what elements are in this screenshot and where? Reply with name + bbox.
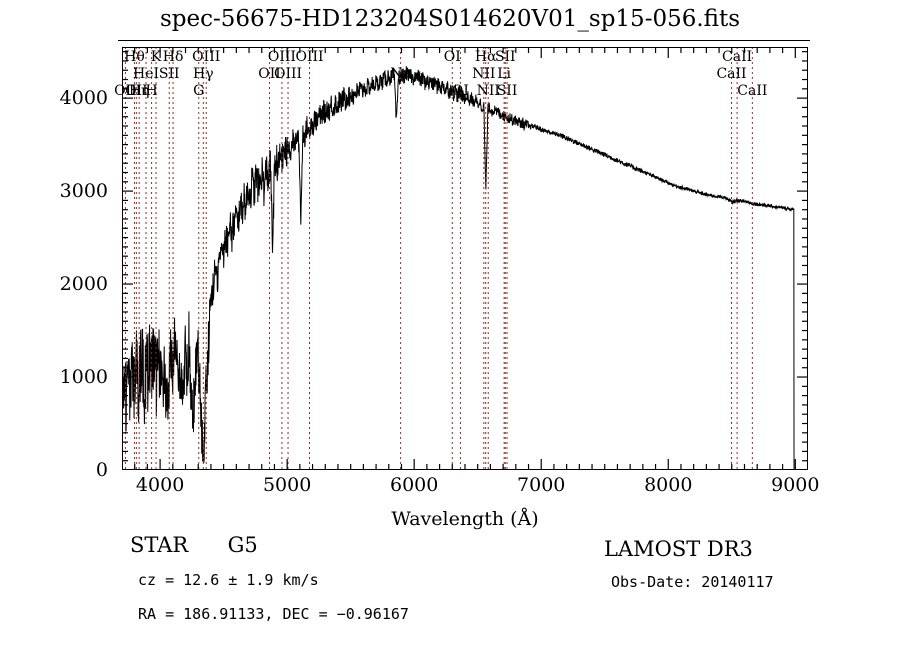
spectral-line-label: Hδ bbox=[162, 49, 184, 65]
spectral-line-label: OIII bbox=[267, 49, 296, 65]
page-title: spec-56675-HD123204S014620V01_sp15-056.f… bbox=[159, 6, 741, 32]
spectral-line-label: OII bbox=[258, 66, 281, 82]
spectral-line-label: Hθ bbox=[124, 49, 145, 65]
spectral-line-label: CaII bbox=[716, 66, 747, 82]
spectral-line-label: Li bbox=[497, 66, 512, 82]
y-tick-label: 1000 bbox=[59, 366, 108, 389]
coordinates: RA = 186.91133, DEC = −0.96167 bbox=[138, 605, 409, 623]
spectral-line-label: OIII bbox=[192, 49, 221, 65]
spectral-line-label: OI bbox=[451, 83, 469, 99]
spectral-line-label: G bbox=[193, 83, 205, 99]
spectral-line-label: CaII bbox=[722, 49, 753, 65]
spectral-line-label: Hη bbox=[128, 83, 150, 99]
spectral-line-label: OIII bbox=[273, 66, 303, 82]
spectral-line-label: K bbox=[150, 49, 162, 65]
title-divider bbox=[118, 40, 810, 41]
spectral-line-label: OIII bbox=[295, 49, 324, 65]
spectral-line-label: NII bbox=[476, 83, 500, 99]
spectral-line-label: OI bbox=[443, 49, 461, 65]
spectral-line-label: SII bbox=[494, 49, 516, 65]
y-tick-label: 3000 bbox=[59, 180, 108, 203]
plot-area bbox=[122, 47, 808, 470]
x-tick-label: 9000 bbox=[771, 474, 820, 496]
spectral-line-label: HeI bbox=[132, 66, 160, 82]
spectral-line-label: SII bbox=[496, 83, 518, 99]
spectral-line-label: H bbox=[145, 83, 158, 99]
redshift-velocity: cz = 12.6 ± 1.9 km/s bbox=[138, 571, 319, 589]
spectral-line-label: Hγ bbox=[193, 66, 214, 82]
spectral-line-label: Hα bbox=[474, 49, 497, 65]
x-tick-label: 6000 bbox=[389, 474, 439, 496]
x-tick-label: 5000 bbox=[262, 474, 312, 496]
plot-frame bbox=[122, 47, 808, 470]
y-tick-label: 2000 bbox=[59, 273, 108, 296]
spectral-line-label: OII bbox=[125, 83, 148, 99]
y-tick-label: 4000 bbox=[59, 87, 108, 110]
observation-date: Obs-Date: 20140117 bbox=[611, 573, 774, 591]
x-tick-label: 7000 bbox=[517, 474, 566, 496]
spectral-line-label: SII bbox=[158, 66, 180, 82]
spectral-line-label: CaII bbox=[737, 83, 768, 99]
x-axis-label: Wavelength (Å) bbox=[391, 508, 539, 530]
object-class: STAR bbox=[130, 533, 189, 557]
x-tick-label: 4000 bbox=[135, 474, 185, 496]
x-tick-label: 8000 bbox=[644, 474, 693, 496]
spectral-line-label: Na bbox=[390, 66, 411, 82]
y-tick-label: 0 bbox=[95, 459, 108, 481]
spectrum-canvas bbox=[122, 47, 808, 470]
spectral-line-label: OII bbox=[114, 83, 137, 99]
spectral-line-label: NII bbox=[472, 66, 496, 82]
spectral-type: G5 bbox=[227, 533, 258, 557]
survey-name: LAMOST DR3 bbox=[604, 537, 753, 561]
object-class-label: STAR G5 bbox=[130, 533, 258, 557]
